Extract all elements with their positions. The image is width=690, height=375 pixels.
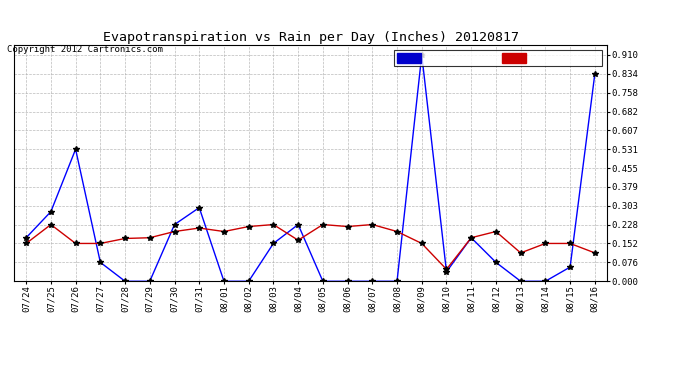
Legend: Rain (Inches), ET  (Inches): Rain (Inches), ET (Inches) bbox=[394, 50, 602, 66]
Title: Evapotranspiration vs Rain per Day (Inches) 20120817: Evapotranspiration vs Rain per Day (Inch… bbox=[103, 31, 518, 44]
Text: Copyright 2012 Cartronics.com: Copyright 2012 Cartronics.com bbox=[7, 45, 163, 54]
